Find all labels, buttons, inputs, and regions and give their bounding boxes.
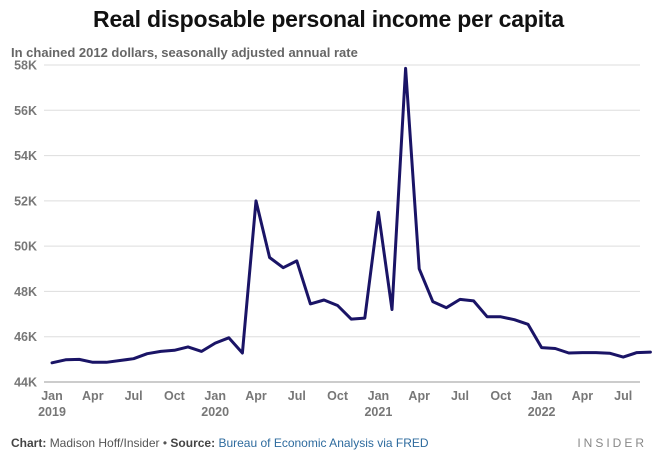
x-tick-label: Apr <box>245 389 267 403</box>
x-tick-label: Jul <box>288 389 306 403</box>
chart-credit-label: Chart: <box>11 436 47 450</box>
y-tick-label: 48K <box>14 285 37 299</box>
x-tick-year: 2020 <box>201 405 229 419</box>
x-tick-year: 2022 <box>528 405 556 419</box>
x-tick-label: Oct <box>164 389 186 403</box>
line-chart: 44K 46K 48K 50K 52K 54K 56K 58K Jan 2019 Apr Jul Oct… <box>14 59 652 419</box>
x-tick-label: Jul <box>614 389 632 403</box>
x-tick-label: Apr <box>82 389 104 403</box>
chart-title: Real disposable personal income per capi… <box>93 6 564 32</box>
y-tick-label: 54K <box>14 149 37 163</box>
chart-credit: Madison Hoff/Insider <box>49 436 160 450</box>
x-tick-label: Oct <box>327 389 349 403</box>
brand-logo: INSIDER <box>577 436 647 450</box>
source-link[interactable]: Bureau of Economic Analysis via FRED <box>218 436 429 450</box>
x-tick-year: 2021 <box>364 405 392 419</box>
series-line <box>50 66 652 365</box>
x-tick-label: Jul <box>125 389 143 403</box>
chart-footer: Chart: Madison Hoff/Insider • Source: Bu… <box>11 436 429 450</box>
chart-subtitle: In chained 2012 dollars, seasonally adju… <box>11 45 358 60</box>
x-tick-label: Jan <box>531 389 553 403</box>
y-tick-label: 46K <box>14 330 37 344</box>
x-tick-label: Apr <box>572 389 594 403</box>
x-tick-label: Jul <box>451 389 469 403</box>
x-tick-label: Apr <box>408 389 430 403</box>
x-tick-year: 2019 <box>38 405 66 419</box>
x-tick-label: Jan <box>41 389 63 403</box>
source-label: Source: <box>170 436 216 450</box>
y-tick-label: 56K <box>14 104 37 118</box>
x-tick-label: Jan <box>368 389 390 403</box>
x-tick-label: Jan <box>204 389 226 403</box>
y-tick-label: 58K <box>14 59 37 73</box>
y-tick-label: 50K <box>14 240 37 254</box>
y-tick-label: 52K <box>14 194 37 208</box>
x-tick-label: Oct <box>490 389 512 403</box>
y-tick-label: 44K <box>14 376 37 390</box>
footer-bullet: • <box>162 436 168 450</box>
